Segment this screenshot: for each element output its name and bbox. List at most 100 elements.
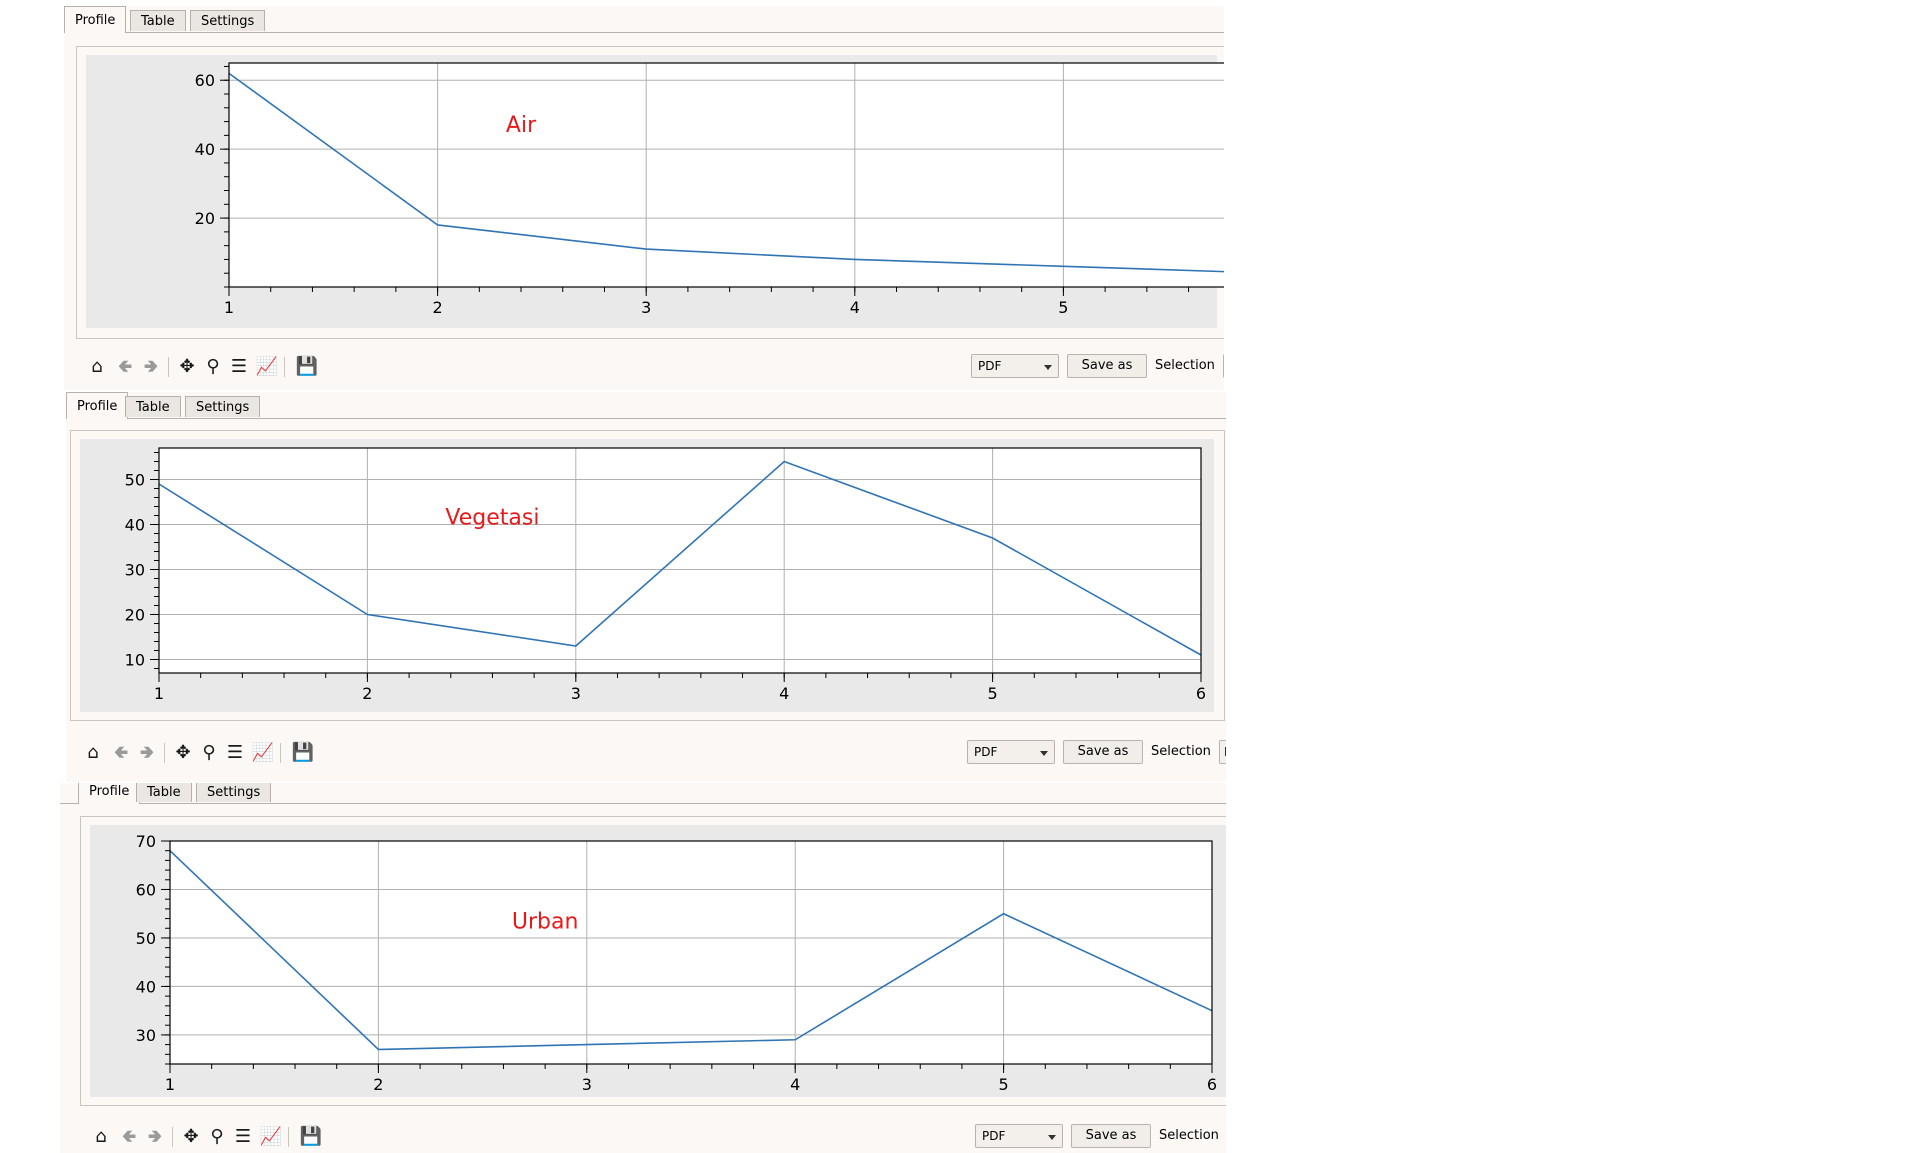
zoom-icon[interactable]: ⚲ [202, 742, 216, 763]
y-tick-label: 20 [195, 209, 215, 228]
chevron-down-icon [1040, 751, 1048, 756]
x-tick-label: 1 [154, 684, 164, 703]
format-select[interactable]: PDF [967, 740, 1055, 764]
tab-table[interactable]: Table [130, 10, 186, 31]
pan-icon[interactable]: ✥ [183, 1126, 199, 1147]
configure-icon[interactable]: ☰ [230, 356, 248, 377]
save-as-button[interactable]: Save as [1063, 740, 1143, 764]
toolbar-separator [164, 743, 165, 763]
zoom-icon[interactable]: ⚲ [206, 356, 220, 377]
series-line [169, 850, 1213, 1051]
y-tick-label: 30 [136, 1026, 156, 1045]
configure-icon[interactable]: ☰ [234, 1126, 252, 1147]
back-icon[interactable]: 🢀 [117, 356, 133, 377]
chart-vegetasi[interactable]: 1 2 3 4 5 6 10 20 30 40 50 Vegetasi [66, 392, 1226, 782]
format-select[interactable]: PDF [971, 354, 1059, 378]
selection-field[interactable] [1223, 354, 1224, 378]
tab-settings[interactable]: Settings [190, 10, 266, 31]
axes-frame [169, 840, 1213, 1065]
x-tick-label: 5 [999, 1075, 1009, 1094]
y-tick-label: 30 [125, 561, 145, 580]
x-tick-label: 4 [779, 684, 789, 703]
save-as-button[interactable]: Save as [1067, 354, 1147, 378]
y-tick-label: 40 [125, 516, 145, 535]
chart-urban[interactable]: 1 2 3 4 5 6 30 40 50 60 70 Urban [60, 783, 1226, 1153]
tab-table[interactable]: Table [125, 396, 181, 417]
save-as-button[interactable]: Save as [1071, 1124, 1151, 1148]
back-icon[interactable]: 🢀 [121, 1126, 137, 1147]
tab-profile[interactable]: Profile [64, 6, 127, 33]
forward-icon[interactable]: 🢂 [143, 356, 159, 377]
tab-bar: Profile Table Settings [60, 783, 1226, 804]
format-select-value: PDF [974, 745, 998, 759]
selection-label: Selection [1159, 1128, 1219, 1143]
profile-panel-3: Profile Table Settings 1 2 3 4 5 6 30 40 50 60 70 U… [60, 783, 1226, 1153]
series-annotation: Vegetasi [445, 506, 539, 531]
edit-curve-icon[interactable]: 📈 [259, 1126, 283, 1147]
zoom-icon[interactable]: ⚲ [210, 1126, 224, 1147]
x-tick-label: 5 [988, 684, 998, 703]
forward-icon[interactable]: 🢂 [147, 1126, 163, 1147]
pan-icon[interactable]: ✥ [175, 742, 191, 763]
series-annotation: Air [506, 113, 537, 138]
series-annotation: Urban [512, 909, 579, 934]
tab-table[interactable]: Table [136, 783, 192, 802]
x-tick-label: 2 [433, 298, 443, 317]
toolbar: ⌂ 🢀 🢂 ✥ ⚲ ☰ 📈 💾 PDF Save as Selection [88, 1124, 1226, 1152]
y-tick-label: 20 [125, 606, 145, 625]
x-tick-label: 1 [165, 1075, 175, 1094]
edit-curve-icon[interactable]: 📈 [255, 356, 279, 377]
toolbar-separator [168, 357, 169, 377]
y-tick-label: 40 [195, 140, 215, 159]
series-line [228, 72, 1224, 273]
y-tick-label: 50 [125, 471, 145, 490]
axes-frame [228, 62, 1224, 288]
edit-curve-icon[interactable]: 📈 [251, 742, 275, 763]
y-tick-label: 60 [195, 71, 215, 90]
y-tick-label: 70 [136, 832, 156, 851]
x-tick-label: 3 [571, 684, 581, 703]
format-select-value: PDF [982, 1129, 1006, 1143]
plot-area [159, 448, 1201, 673]
toolbar-separator [172, 1127, 173, 1147]
tab-bar: Profile Table Settings [66, 392, 1226, 419]
format-select[interactable]: PDF [975, 1124, 1063, 1148]
tab-profile[interactable]: Profile [78, 783, 141, 804]
x-tick-label: 6 [1196, 684, 1206, 703]
selection-field[interactable]: F [1219, 740, 1226, 764]
save-icon[interactable]: 💾 [299, 1126, 323, 1147]
home-icon[interactable]: ⌂ [95, 1126, 107, 1147]
home-icon[interactable]: ⌂ [91, 356, 103, 377]
toolbar: ⌂ 🢀 🢂 ✥ ⚲ ☰ 📈 💾 PDF Save as Selection F [80, 740, 1226, 768]
save-icon[interactable]: 💾 [291, 742, 315, 763]
toolbar: ⌂ 🢀 🢂 ✥ ⚲ ☰ 📈 💾 PDF Save as Selection [84, 354, 1224, 382]
tab-profile[interactable]: Profile [66, 392, 129, 419]
chevron-down-icon [1044, 365, 1052, 370]
home-icon[interactable]: ⌂ [87, 742, 99, 763]
back-icon[interactable]: 🢀 [113, 742, 129, 763]
format-select-value: PDF [978, 359, 1002, 373]
x-tick-label: 5 [1058, 298, 1068, 317]
pan-icon[interactable]: ✥ [179, 356, 195, 377]
tab-settings[interactable]: Settings [185, 396, 261, 417]
profile-panel-2: Profile Table Settings 1 2 3 4 5 6 10 20 30 40 50 V… [66, 392, 1226, 782]
x-tick-label: 6 [1207, 1075, 1217, 1094]
y-tick-label: 50 [136, 929, 156, 948]
plot-area [170, 841, 1212, 1064]
toolbar-separator [280, 743, 281, 763]
tab-settings[interactable]: Settings [196, 783, 272, 802]
plot-area [229, 63, 1224, 287]
configure-icon[interactable]: ☰ [226, 742, 244, 763]
save-icon[interactable]: 💾 [295, 356, 319, 377]
forward-icon[interactable]: 🢂 [139, 742, 155, 763]
y-tick-label: 10 [125, 651, 145, 670]
y-tick-label: 60 [136, 880, 156, 899]
profile-panel-1: Profile Table Settings 1 2 3 4 5 6 20 40 60 Air ⌂… [64, 6, 1224, 390]
x-tick-label: 3 [582, 1075, 592, 1094]
x-tick-label: 1 [224, 298, 234, 317]
selection-label: Selection [1151, 744, 1211, 759]
x-tick-label: 2 [373, 1075, 383, 1094]
selection-label: Selection [1155, 358, 1215, 373]
tab-bar: Profile Table Settings [64, 6, 1224, 33]
